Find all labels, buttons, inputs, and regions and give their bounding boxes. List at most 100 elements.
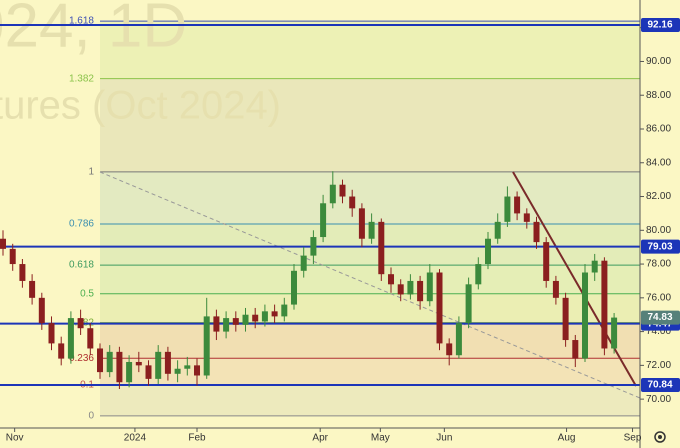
candle-body bbox=[543, 242, 550, 281]
candle-body bbox=[291, 270, 298, 305]
x-tick-label: May bbox=[371, 433, 390, 444]
y-tick-label: 88.00 bbox=[646, 90, 671, 101]
price-tag bbox=[641, 377, 680, 392]
fib-label: 0 bbox=[88, 410, 94, 421]
candle-body bbox=[67, 318, 74, 359]
candle-body bbox=[465, 284, 472, 324]
price-tag-label: 79.03 bbox=[647, 241, 672, 252]
y-tick-label: 70.00 bbox=[646, 394, 671, 405]
candle-body bbox=[9, 248, 16, 265]
candle-body bbox=[611, 317, 618, 349]
candle-body bbox=[145, 365, 152, 379]
candle-body bbox=[164, 351, 171, 374]
plot bbox=[0, 23, 640, 389]
candle-body bbox=[223, 318, 230, 332]
price-tag bbox=[641, 17, 680, 32]
candle-body bbox=[203, 316, 210, 376]
settings-icon[interactable] bbox=[654, 431, 666, 443]
fib-zone bbox=[100, 293, 640, 323]
candle-body bbox=[58, 343, 65, 359]
candle-body bbox=[261, 311, 268, 322]
candle-body bbox=[591, 260, 598, 273]
price-tag-label: 92.16 bbox=[647, 20, 672, 31]
trend-line bbox=[512, 171, 637, 387]
candle-body bbox=[504, 196, 511, 222]
price-tag-label: 70.84 bbox=[647, 380, 672, 391]
candle-body bbox=[29, 280, 36, 298]
candle-body bbox=[601, 260, 608, 349]
y-tick-label: 90.00 bbox=[646, 56, 671, 67]
candle-body bbox=[494, 221, 501, 239]
candle-body bbox=[562, 297, 569, 341]
x-tick-label: Aug bbox=[558, 433, 576, 444]
candle-body bbox=[485, 238, 492, 265]
candle-body bbox=[349, 196, 356, 209]
candle-body bbox=[426, 272, 433, 302]
fib-label: 0.618 bbox=[69, 260, 94, 271]
candle-body bbox=[310, 237, 317, 256]
y-tick-label: 74.00 bbox=[646, 326, 671, 337]
candle-body bbox=[417, 280, 424, 302]
candle-body bbox=[155, 351, 162, 379]
candle-body bbox=[514, 196, 521, 214]
candle-body bbox=[523, 213, 530, 222]
y-tick-label: 80.00 bbox=[646, 225, 671, 236]
fib-zone bbox=[100, 358, 640, 385]
candle-body bbox=[106, 351, 113, 373]
candle-body bbox=[135, 361, 142, 366]
candle-body bbox=[368, 221, 375, 239]
candle-body bbox=[552, 280, 559, 298]
x-tick-label: Feb bbox=[188, 433, 206, 444]
candle-body bbox=[126, 361, 133, 383]
candle-body bbox=[48, 323, 55, 344]
price-tag bbox=[641, 239, 680, 254]
fib-label: 1 bbox=[88, 167, 94, 178]
candle-body bbox=[300, 255, 307, 271]
candle-body bbox=[533, 221, 540, 243]
candle-body bbox=[213, 316, 220, 332]
candle-body bbox=[232, 318, 239, 325]
fib-label: 0.236 bbox=[69, 353, 94, 364]
y-tick-label: 82.00 bbox=[646, 191, 671, 202]
x-tick-label: Nov bbox=[6, 433, 24, 444]
watermark: tures (Oct 2024) bbox=[0, 84, 281, 128]
fib-zone bbox=[100, 384, 640, 416]
candle-body bbox=[572, 340, 579, 359]
fib-label: 1.618 bbox=[69, 16, 94, 27]
candle-body bbox=[388, 274, 395, 285]
fib-label: 0.5 bbox=[80, 288, 94, 299]
y-tick-label: 76.00 bbox=[646, 292, 671, 303]
x-tick-label: Jun bbox=[436, 433, 452, 444]
y-tick-label: 84.00 bbox=[646, 157, 671, 168]
price-tag-label: 74.83 bbox=[647, 312, 672, 323]
candle-body bbox=[0, 238, 7, 249]
x-tick-label: Apr bbox=[312, 433, 328, 444]
watermark: 024, 1D bbox=[0, 0, 187, 60]
candle-body bbox=[194, 365, 201, 376]
axes: 70.00 72.00 74.00 76.00 78.00 80.00 82.00 84.00… bbox=[6, 17, 680, 444]
y-tick-label: 86.00 bbox=[646, 124, 671, 135]
candle-body bbox=[174, 368, 181, 374]
candle-body bbox=[339, 184, 346, 197]
candle-body bbox=[436, 272, 443, 344]
candle-body bbox=[87, 328, 94, 349]
price-tag bbox=[641, 310, 680, 325]
fib-zone bbox=[100, 265, 640, 294]
candle-body bbox=[378, 221, 385, 275]
candle-body bbox=[271, 311, 278, 317]
fib-label: 0.786 bbox=[69, 219, 94, 230]
candle-body bbox=[397, 284, 404, 295]
candle-body bbox=[38, 297, 45, 324]
candle-body bbox=[475, 264, 482, 285]
candle-body bbox=[446, 343, 453, 356]
candle-body bbox=[19, 264, 26, 281]
candle-body bbox=[407, 280, 414, 295]
fib-zone bbox=[100, 78, 640, 172]
y-tick-label: 72.00 bbox=[646, 360, 671, 371]
candle-body bbox=[97, 348, 104, 373]
x-tick-label: Sep bbox=[624, 433, 642, 444]
candle-body bbox=[116, 351, 123, 383]
